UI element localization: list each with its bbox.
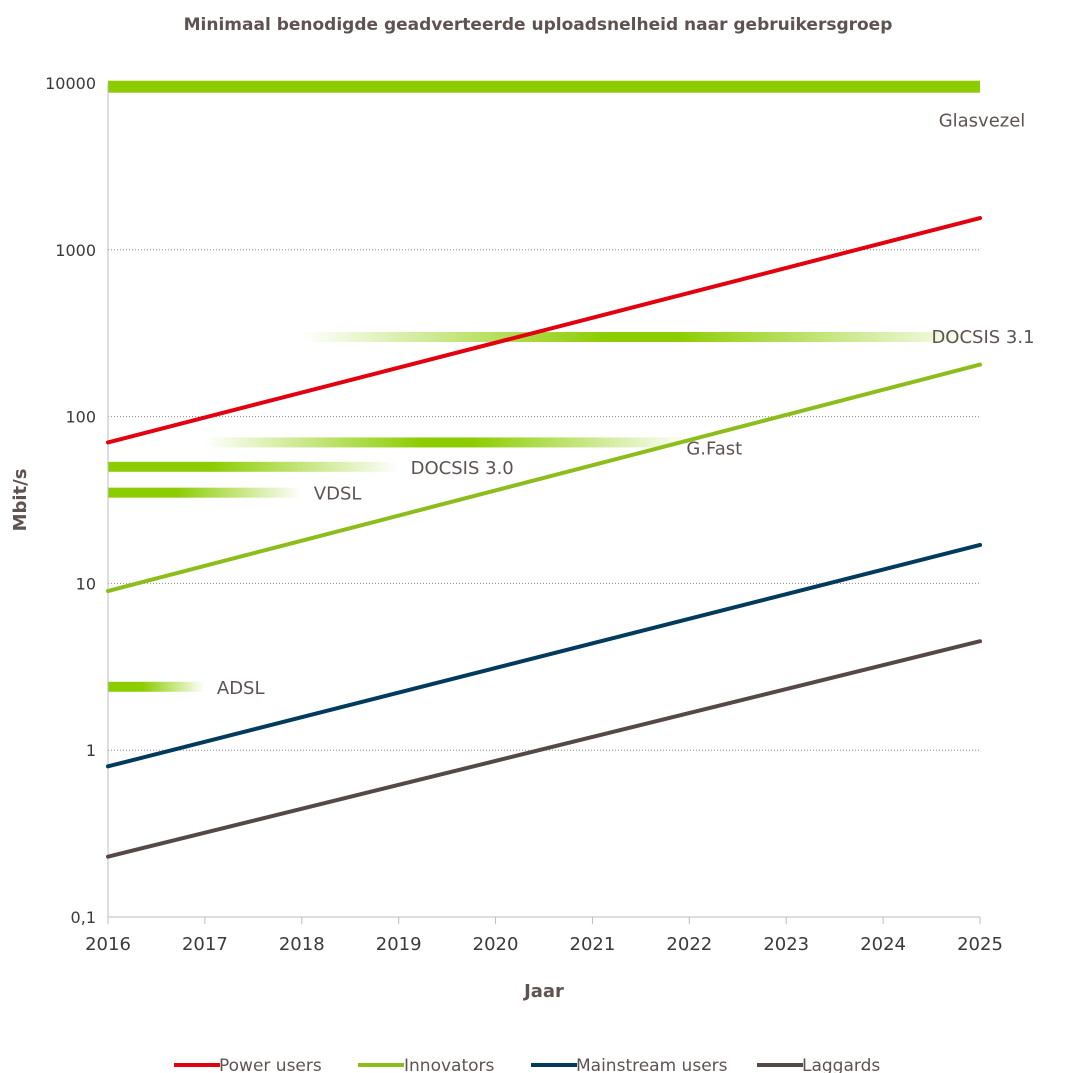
technology-band bbox=[301, 332, 980, 343]
series-line bbox=[106, 362, 982, 594]
technology-bands: Glasvezel DOCSIS 3.1 G.Fast DOCSIS 3.0 VDSL A… bbox=[108, 80, 1035, 699]
series-line bbox=[106, 216, 982, 445]
y-tick-label: 1000 bbox=[55, 241, 96, 260]
x-tick-label: 2017 bbox=[182, 934, 228, 955]
grid bbox=[108, 82, 980, 751]
x-tick-label: 2020 bbox=[473, 934, 519, 955]
y-tick-label: 10 bbox=[76, 574, 96, 593]
technology-label: ADSL bbox=[217, 678, 265, 699]
legend-label: Innovators bbox=[404, 1056, 494, 1073]
x-tick-label: 2016 bbox=[85, 934, 131, 955]
technology-band bbox=[204, 437, 690, 448]
technology-label: VDSL bbox=[314, 484, 362, 505]
series-line bbox=[106, 542, 982, 769]
technology-label: G.Fast bbox=[686, 438, 742, 459]
technology-band bbox=[108, 681, 205, 692]
legend: Power users Innovators Mainstream users Lag… bbox=[174, 1056, 880, 1073]
x-tick-label: 2018 bbox=[279, 934, 325, 955]
series-line bbox=[106, 639, 982, 859]
technology-band bbox=[108, 461, 399, 472]
technology-label: Glasvezel bbox=[939, 111, 1026, 132]
y-tick-label: 10000 bbox=[45, 74, 96, 93]
technology-label: DOCSIS 3.0 bbox=[411, 458, 514, 479]
technology-band bbox=[108, 487, 302, 498]
technology-label: DOCSIS 3.1 bbox=[931, 327, 1034, 348]
axes bbox=[107, 83, 980, 918]
x-tick-label: 2019 bbox=[376, 934, 422, 955]
y-axis-title: Mbit/s bbox=[10, 469, 31, 532]
x-tick-label: 2022 bbox=[666, 934, 712, 955]
tick-labels: 0,1 1 10 100 1000 10000 2016 2017 2018 2019 2020 20… bbox=[45, 74, 1003, 955]
technology-band bbox=[108, 80, 980, 93]
x-axis-title: Jaar bbox=[522, 981, 564, 1002]
x-tick-label: 2024 bbox=[860, 934, 906, 955]
legend-label: Laggards bbox=[802, 1056, 880, 1073]
x-tick-label: 2021 bbox=[570, 934, 616, 955]
series bbox=[106, 216, 982, 859]
y-tick-label: 1 bbox=[86, 741, 96, 760]
y-tick-label: 100 bbox=[65, 408, 96, 427]
chart-title: Minimaal benodigde geadverteerde uploads… bbox=[184, 15, 893, 35]
y-tick-label: 0,1 bbox=[71, 908, 96, 927]
legend-label: Mainstream users bbox=[576, 1056, 728, 1073]
x-tick-label: 2023 bbox=[763, 934, 809, 955]
legend-label: Power users bbox=[219, 1056, 322, 1073]
x-tick-label: 2025 bbox=[957, 934, 1003, 955]
